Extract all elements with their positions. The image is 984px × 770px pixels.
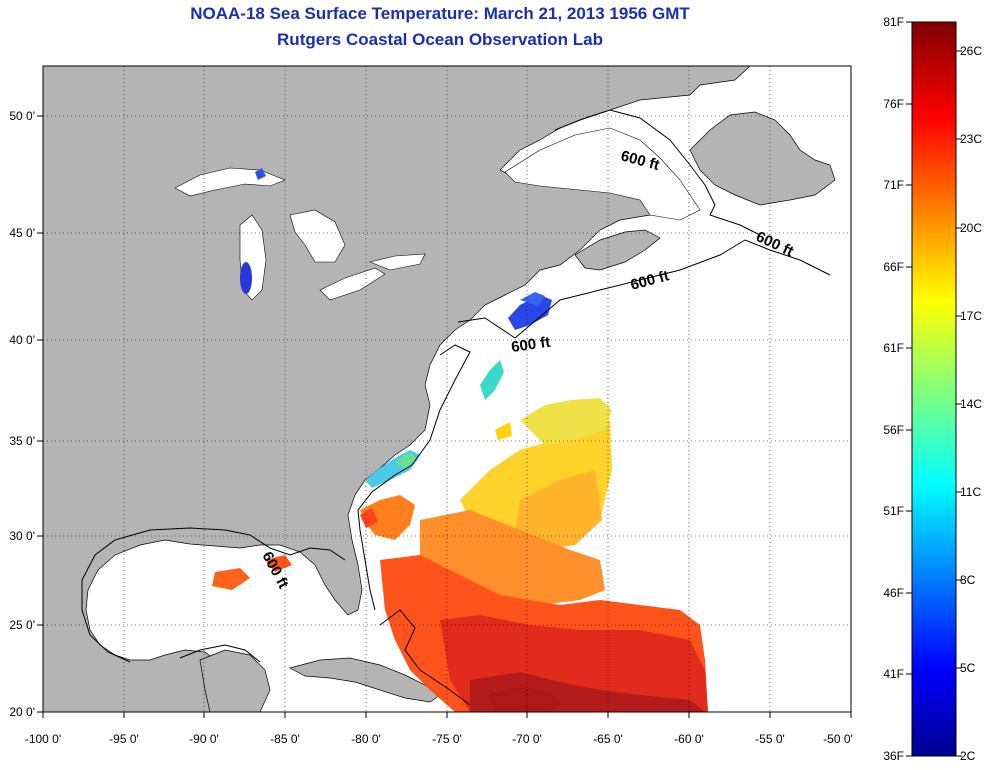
colorbar-label-f: 46F	[883, 586, 904, 600]
colorbar-label-c: 8C	[960, 573, 976, 587]
x-axis	[42, 712, 852, 718]
x-tick-label: -100 0'	[25, 732, 61, 746]
colorbar-label-f: 51F	[883, 504, 904, 518]
y-tick-label: 40 0'	[9, 333, 35, 347]
colorbar-label-c: 5C	[960, 661, 976, 675]
colorbar-label-f: 71F	[883, 178, 904, 192]
colorbar-label-f: 41F	[883, 667, 904, 681]
lake-ontario	[369, 253, 426, 271]
colorbar-label-c: 17C	[960, 309, 982, 323]
colorbar-label-f: 81F	[883, 15, 904, 29]
y-tick-label: 20 0'	[9, 705, 35, 719]
colorbar-label-f: 76F	[883, 97, 904, 111]
x-tick-label: -50 0'	[823, 732, 853, 746]
lake-erie	[319, 267, 386, 301]
land-newfoundland	[689, 111, 836, 206]
x-tick-label: -60 0'	[674, 732, 704, 746]
colorbar-label-f: 61F	[883, 341, 904, 355]
colorbar-label-c: 2C	[960, 749, 976, 763]
colorbar-label-c: 26C	[960, 44, 982, 58]
colorbar	[911, 21, 957, 757]
y-tick-label: 30 0'	[9, 529, 35, 543]
y-tick-label: 35 0'	[9, 434, 35, 448]
x-tick-label: -70 0'	[512, 732, 542, 746]
x-tick-label: -65 0'	[593, 732, 623, 746]
colorbar-ticks	[906, 21, 962, 757]
contour-label: 600 ft	[510, 334, 551, 356]
x-tick-label: -80 0'	[351, 732, 381, 746]
x-tick-label: -90 0'	[189, 732, 219, 746]
colorbar-label-c: 23C	[960, 132, 982, 146]
colorbar-label-c: 20C	[960, 221, 982, 235]
land-yucatan	[199, 649, 271, 712]
y-tick-label: 45 0'	[9, 226, 35, 240]
map-subtitle: Rutgers Coastal Ocean Observation Lab	[277, 30, 603, 49]
x-tick-label: -55 0'	[755, 732, 785, 746]
lake-huron	[289, 209, 346, 263]
y-axis	[37, 115, 43, 713]
lat-lon-grid	[43, 66, 851, 712]
st-lawrence-gulf	[504, 127, 701, 221]
sst-patches	[212, 292, 708, 712]
bathymetry-contours	[81, 109, 831, 706]
y-tick-label: 50 0'	[9, 109, 35, 123]
colorbar-label-f: 36F	[883, 749, 904, 763]
colorbar-label-f: 66F	[883, 260, 904, 274]
map-title: NOAA-18 Sea Surface Temperature: March 2…	[190, 4, 690, 23]
y-tick-label: 25 0'	[9, 618, 35, 632]
colorbar-label-c: 14C	[960, 397, 982, 411]
land-cuba	[289, 657, 441, 703]
x-tick-label: -75 0'	[432, 732, 462, 746]
land-nova-scotia	[574, 229, 661, 271]
colorbar-label-c: 11C	[960, 485, 981, 499]
colorbar-label-f: 56F	[883, 423, 904, 437]
x-tick-label: -95 0'	[109, 732, 139, 746]
x-tick-label: -85 0'	[270, 732, 300, 746]
